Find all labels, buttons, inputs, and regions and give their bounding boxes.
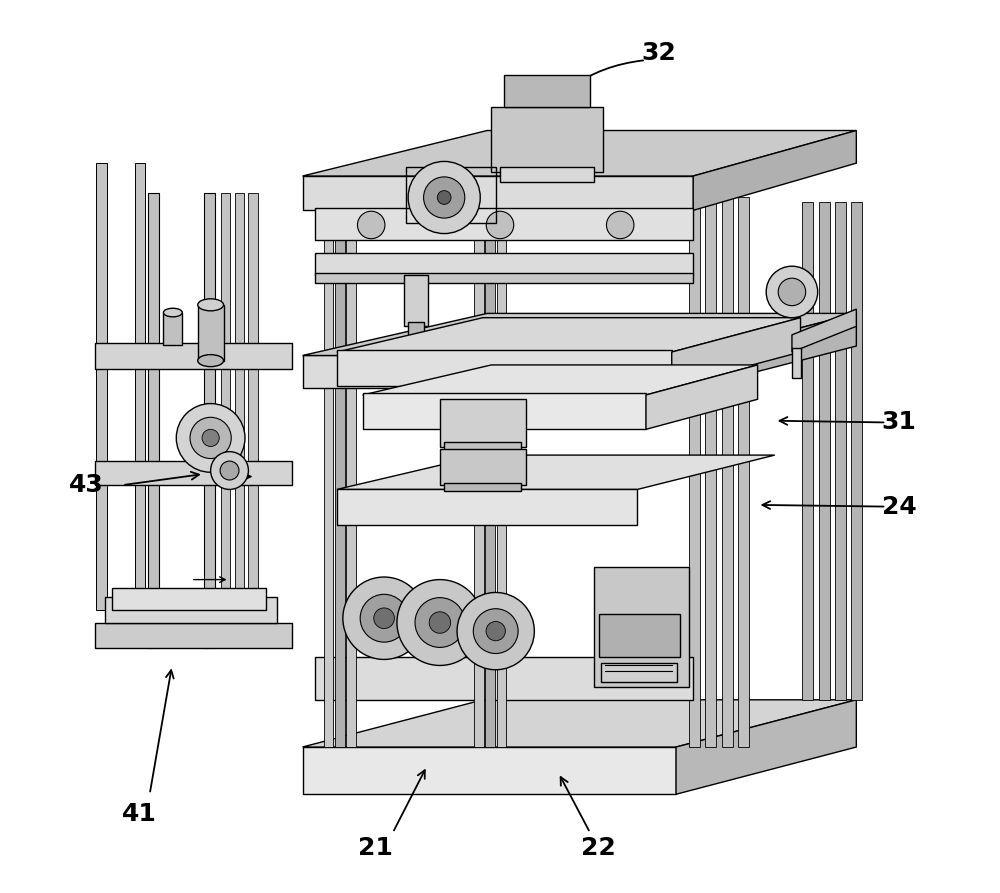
Bar [444, 482, 521, 491]
Text: 43: 43 [69, 473, 104, 497]
Bar [346, 180, 356, 747]
Bar [404, 275, 428, 326]
Bar [96, 163, 107, 610]
Circle shape [357, 212, 385, 238]
Bar [819, 202, 830, 700]
Bar [500, 167, 594, 182]
Polygon shape [646, 365, 758, 430]
Bar [802, 202, 813, 700]
Circle shape [437, 190, 451, 204]
Bar [105, 597, 277, 622]
Bar [315, 273, 693, 283]
Bar [324, 180, 333, 747]
Polygon shape [363, 365, 758, 395]
Circle shape [424, 177, 465, 218]
Bar [95, 622, 292, 648]
Bar [851, 202, 862, 700]
Circle shape [202, 430, 219, 446]
Circle shape [190, 417, 231, 458]
Circle shape [374, 608, 394, 629]
Bar [315, 657, 693, 700]
Bar [135, 163, 145, 610]
Circle shape [766, 266, 818, 318]
Bar [792, 347, 801, 378]
Polygon shape [676, 700, 856, 794]
Bar [485, 163, 495, 747]
Bar [95, 344, 292, 369]
Text: 22: 22 [581, 837, 616, 860]
Ellipse shape [198, 299, 224, 311]
Circle shape [429, 612, 451, 633]
Circle shape [220, 461, 239, 480]
Circle shape [473, 609, 518, 654]
Bar [148, 193, 159, 648]
Circle shape [486, 622, 505, 641]
Circle shape [408, 162, 480, 234]
Bar [337, 488, 637, 525]
Circle shape [457, 592, 534, 670]
Bar [601, 663, 677, 681]
Polygon shape [303, 700, 856, 747]
Bar [95, 461, 292, 485]
Polygon shape [693, 313, 856, 388]
Bar [335, 180, 345, 747]
Circle shape [415, 597, 465, 647]
Circle shape [176, 404, 245, 472]
Circle shape [360, 595, 408, 642]
Bar [497, 163, 506, 747]
Text: 41: 41 [122, 802, 157, 826]
Text: 31: 31 [882, 411, 917, 435]
Bar [491, 107, 603, 171]
Bar [444, 442, 521, 451]
Polygon shape [792, 309, 856, 352]
Polygon shape [337, 318, 801, 352]
Bar [738, 197, 749, 747]
Bar [504, 75, 590, 107]
Ellipse shape [163, 308, 182, 317]
Text: 32: 32 [641, 41, 676, 65]
Bar [599, 614, 680, 657]
Ellipse shape [198, 355, 224, 367]
Bar [705, 197, 716, 747]
Bar [198, 305, 224, 361]
Text: 24: 24 [882, 495, 917, 519]
Circle shape [343, 577, 425, 659]
Bar [303, 355, 693, 388]
Circle shape [778, 279, 806, 305]
Circle shape [606, 212, 634, 238]
Bar [303, 176, 693, 211]
Bar [315, 254, 693, 275]
Bar [474, 163, 484, 747]
Polygon shape [693, 130, 856, 211]
Polygon shape [672, 318, 801, 387]
Bar [406, 168, 496, 223]
Bar [204, 193, 215, 648]
Bar [363, 393, 646, 430]
Circle shape [397, 580, 483, 665]
Bar [835, 202, 846, 700]
Bar [722, 197, 733, 747]
Bar [235, 193, 244, 648]
Text: 21: 21 [358, 837, 393, 860]
Polygon shape [303, 313, 856, 355]
Bar [337, 350, 672, 387]
Bar [315, 208, 693, 240]
Bar [440, 399, 526, 446]
Bar [248, 193, 258, 648]
Polygon shape [337, 455, 775, 489]
Circle shape [486, 212, 514, 238]
Circle shape [211, 452, 248, 489]
Polygon shape [303, 130, 856, 176]
Bar [594, 567, 689, 687]
Bar [221, 193, 230, 648]
Bar [112, 588, 266, 610]
Bar [408, 322, 424, 339]
Bar [163, 313, 182, 346]
Bar [303, 747, 676, 794]
Bar [440, 449, 526, 485]
Bar [689, 197, 700, 747]
